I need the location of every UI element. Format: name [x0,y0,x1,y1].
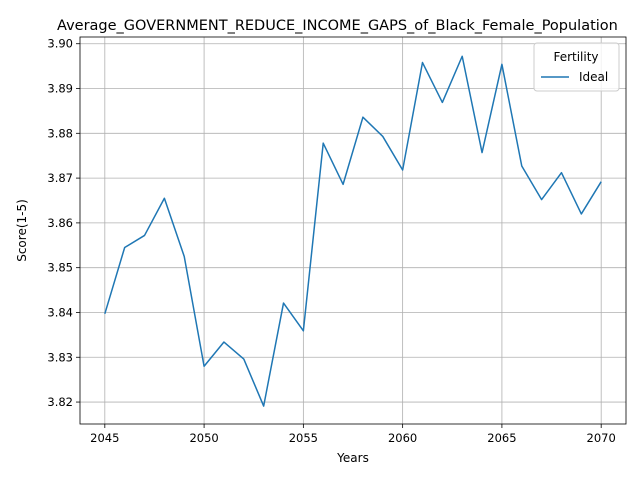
x-tick-label: 2050 [189,431,218,445]
x-axis-label: Years [336,451,369,465]
x-tick-label: 2045 [90,431,119,445]
y-tick-label: 3.85 [47,261,73,275]
plot-frame [79,36,627,425]
series-layer [104,55,602,407]
ticks: 2045 2050 2055 2060 2065 2070 3.82 3.83 3.84 3.85… [47,37,615,445]
chart-title: Average_GOVERNMENT_REDUCE_INCOME_GAPS_of… [57,18,618,34]
y-axis-label: Score(1-5) [15,199,29,262]
series-line-ideal [104,55,602,407]
grid [80,37,626,424]
y-tick-label: 3.86 [47,216,73,230]
y-tick-label: 3.87 [47,171,73,185]
y-tick-label: 3.84 [47,305,73,319]
x-tick-label: 2065 [487,431,516,445]
y-tick-label: 3.90 [47,37,73,51]
y-tick-label: 3.88 [47,126,73,140]
legend-title: Fertility [553,50,598,64]
x-tick-label: 2070 [587,431,616,445]
x-tick-label: 2055 [289,431,318,445]
legend: Fertility Ideal [533,42,620,92]
y-tick-label: 3.82 [47,395,73,409]
y-tick-label: 3.83 [47,350,73,364]
x-tick-label: 2060 [388,431,417,445]
legend-box [533,42,620,92]
y-tick-label: 3.89 [47,82,73,96]
legend-label: Ideal [579,70,608,84]
